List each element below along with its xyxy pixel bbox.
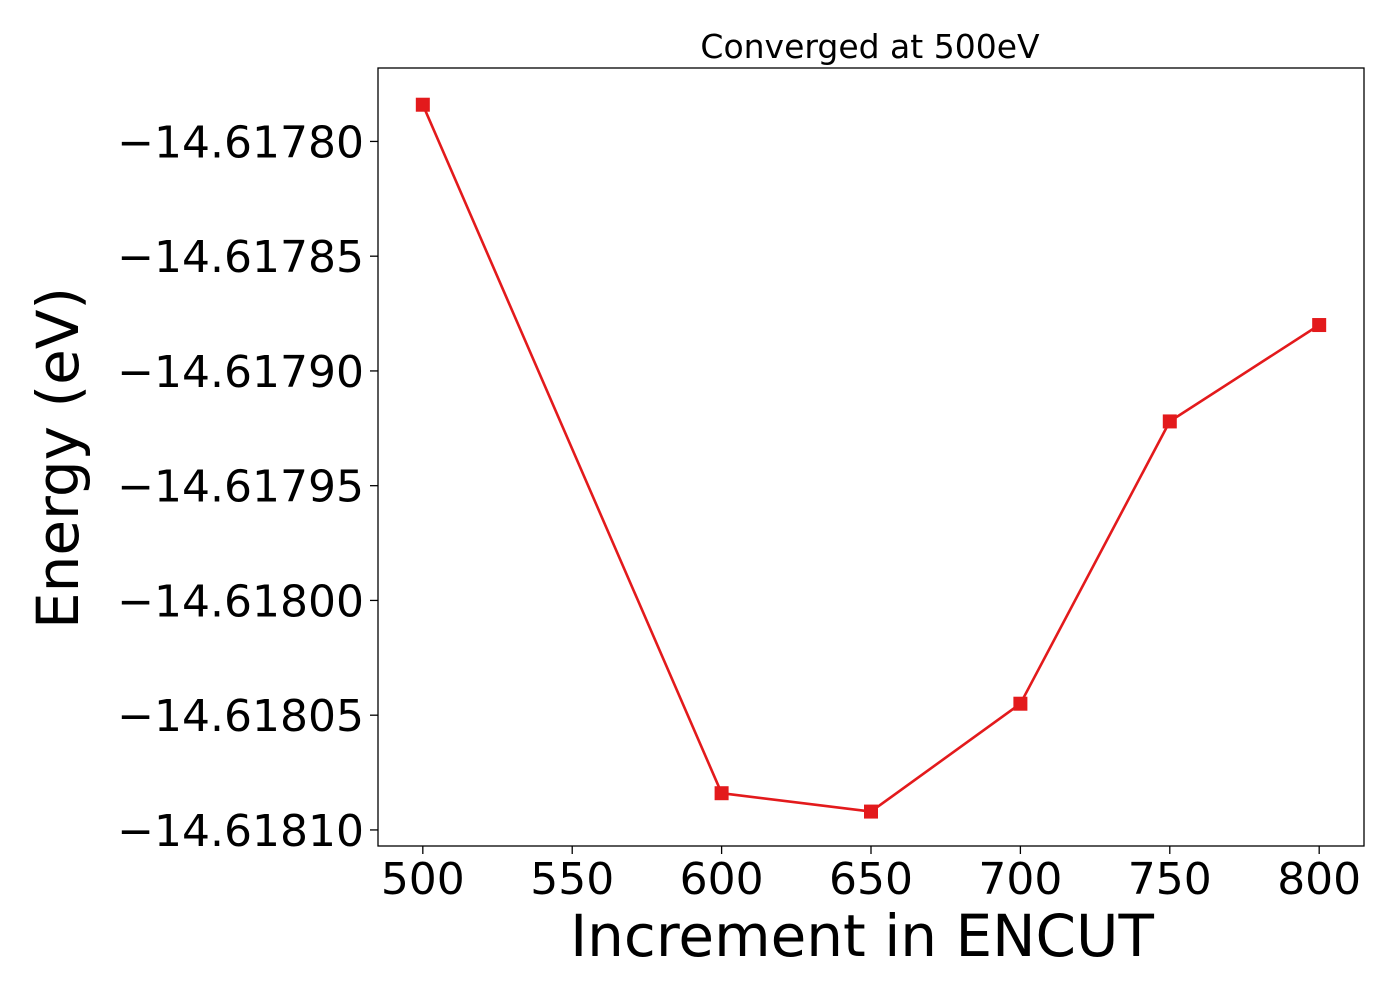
plot-frame [377, 67, 1365, 847]
y-tick-label: −14.61800 [117, 576, 364, 627]
data-point [714, 786, 729, 801]
y-tick-label: −14.61780 [117, 117, 364, 168]
data-point [1162, 414, 1177, 429]
x-tick-label: 700 [978, 854, 1062, 905]
y-tick-label: −14.61810 [117, 806, 364, 857]
data-point [1312, 318, 1327, 333]
x-tick-label: 550 [530, 854, 614, 905]
x-axis-label: Increment in ENCUT [570, 902, 1154, 970]
plot-area: 500 550 600 650 700 750 800 −14.61780 −14.61785 −… [117, 67, 1365, 905]
data-point [1013, 696, 1028, 711]
x-tick-label: 650 [829, 854, 913, 905]
data-point [864, 804, 878, 819]
series-line [421, 104, 1320, 813]
x-tick-label: 600 [680, 854, 764, 905]
x-tick-label: 800 [1277, 854, 1361, 905]
data-point [415, 97, 430, 112]
y-axis-label: Energy (eV) [24, 287, 92, 629]
x-tick-label: 500 [381, 854, 465, 905]
y-tick-label: −14.61805 [117, 691, 364, 742]
y-tick-label: −14.61790 [117, 347, 364, 398]
x-tick-label: 750 [1128, 854, 1212, 905]
chart-title: Converged at 500eV [700, 27, 1040, 66]
y-tick-label: −14.61795 [117, 462, 364, 513]
y-tick-label: −14.61785 [117, 232, 364, 283]
